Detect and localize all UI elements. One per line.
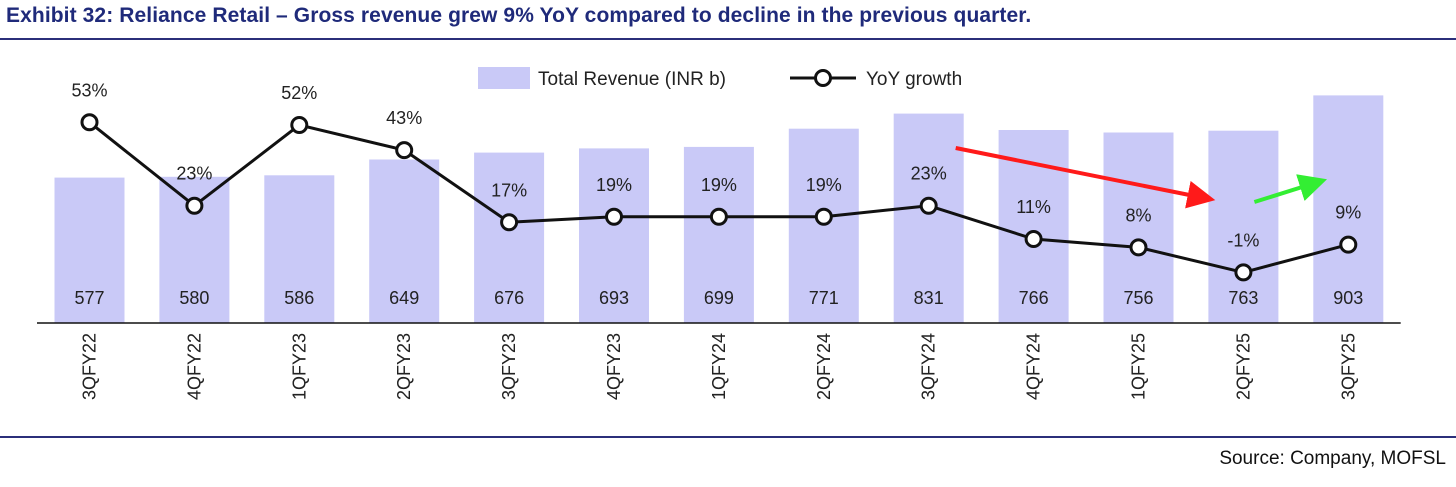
growth-point-2QFY23 xyxy=(395,141,414,160)
x-tick-1QFY24: 1QFY24 xyxy=(709,333,729,400)
growth-point-2QFY24 xyxy=(814,207,833,226)
bar-label-2QFY23: 649 xyxy=(389,288,419,308)
x-tick-1QFY23: 1QFY23 xyxy=(289,333,309,400)
bar-label-2QFY24: 771 xyxy=(809,288,839,308)
growth-point-4QFY22 xyxy=(185,196,204,215)
legend-label-revenue: Total Revenue (INR b) xyxy=(538,69,726,90)
x-tick-3QFY25: 3QFY25 xyxy=(1338,333,1358,400)
bar-label-1QFY25: 756 xyxy=(1123,288,1153,308)
revenue-growth-chart: Total Revenue (INR b) YoY growth 577 580 5… xyxy=(37,67,1401,400)
growth-point-1QFY25 xyxy=(1129,238,1148,257)
growth-label-4QFY23: 19% xyxy=(596,175,632,195)
bar-3QFY24 xyxy=(893,113,964,323)
growth-point-1QFY24 xyxy=(709,207,728,226)
bars-layer xyxy=(54,95,1384,324)
bar-label-3QFY25: 903 xyxy=(1333,288,1363,308)
bar-labels-layer: 577 580 586 649 676 693 699 771 831 766 756 763 903 xyxy=(74,288,1363,308)
page-title: Exhibit 32: Reliance Retail – Gross reve… xyxy=(6,4,1032,27)
growth-point-4QFY24 xyxy=(1024,230,1043,248)
growth-label-1QFY25: 8% xyxy=(1125,205,1151,225)
bar-label-4QFY23: 693 xyxy=(599,288,629,308)
bar-label-3QFY22: 577 xyxy=(74,288,104,308)
bar-label-3QFY24: 831 xyxy=(914,288,944,308)
x-tick-4QFY22: 4QFY22 xyxy=(184,333,204,400)
bar-label-4QFY24: 766 xyxy=(1019,288,1049,308)
bar-label-3QFY23: 676 xyxy=(494,288,524,308)
legend-swatch-growth-marker xyxy=(814,69,832,87)
growth-point-4QFY23 xyxy=(605,207,623,226)
growth-point-3QFY22 xyxy=(80,113,99,132)
x-tick-4QFY23: 4QFY23 xyxy=(604,333,624,400)
growth-label-3QFY23: 17% xyxy=(491,180,527,200)
growth-point-3QFY23 xyxy=(500,213,519,232)
legend-label-growth: YoY growth xyxy=(866,69,962,90)
bar-3QFY23 xyxy=(474,152,545,323)
trend-arrows xyxy=(955,146,1328,209)
growth-label-3QFY22: 53% xyxy=(71,80,107,100)
growth-label-3QFY25: 9% xyxy=(1335,203,1361,223)
bar-label-4QFY22: 580 xyxy=(179,288,209,308)
growth-point-3QFY25 xyxy=(1339,235,1358,254)
x-tick-4QFY24: 4QFY24 xyxy=(1024,333,1044,400)
red-decline-arrow xyxy=(955,146,1216,209)
x-tick-2QFY25: 2QFY25 xyxy=(1233,333,1253,400)
growth-label-2QFY24: 19% xyxy=(806,175,842,195)
growth-label-4QFY24: 11% xyxy=(1016,197,1051,217)
green-recovery-arrow xyxy=(1253,174,1328,204)
bar-label-1QFY24: 699 xyxy=(704,288,734,308)
legend: Total Revenue (INR b) YoY growth xyxy=(478,67,962,90)
bar-3QFY22 xyxy=(54,177,125,323)
growth-label-4QFY22: 23% xyxy=(176,164,212,184)
growth-label-2QFY23: 43% xyxy=(386,108,422,128)
bar-1QFY25 xyxy=(1103,132,1174,323)
source-note: Source: Company, MOFSL xyxy=(1219,448,1446,469)
growth-points-layer xyxy=(80,113,1358,282)
x-tick-3QFY23: 3QFY23 xyxy=(499,333,519,400)
bar-2QFY25 xyxy=(1208,130,1279,323)
growth-label-3QFY24: 23% xyxy=(911,164,947,184)
growth-point-1QFY23 xyxy=(290,116,309,134)
title-divider xyxy=(0,38,1456,40)
x-tick-2QFY24: 2QFY24 xyxy=(814,333,834,400)
growth-point-3QFY24 xyxy=(919,196,938,215)
growth-label-1QFY23: 52% xyxy=(281,83,317,103)
legend-swatch-revenue xyxy=(478,67,530,89)
bar-1QFY23 xyxy=(264,175,335,323)
bar-2QFY24 xyxy=(788,128,859,323)
footer-divider xyxy=(0,436,1456,438)
x-tick-1QFY25: 1QFY25 xyxy=(1129,333,1149,400)
x-tick-3QFY24: 3QFY24 xyxy=(919,333,939,400)
x-tick-3QFY22: 3QFY22 xyxy=(80,333,100,400)
bar-4QFY23 xyxy=(579,148,649,323)
growth-labels-layer: 53% 23% 52% 43% 17% 19% 19% 19% 23% 11% 8% -1% 9% xyxy=(71,80,1361,250)
growth-label-1QFY24: 19% xyxy=(701,175,737,195)
x-tick-2QFY23: 2QFY23 xyxy=(394,333,414,400)
bar-2QFY23 xyxy=(369,159,440,323)
x-tick-labels: 3QFY22 4QFY22 1QFY23 2QFY23 3QFY23 4QFY23 1QFY… xyxy=(80,333,1359,400)
bar-1QFY24 xyxy=(683,146,754,323)
growth-label-2QFY25: -1% xyxy=(1227,230,1259,250)
bar-label-1QFY23: 586 xyxy=(284,288,314,308)
bar-label-2QFY25: 763 xyxy=(1228,288,1258,308)
bar-3QFY25 xyxy=(1313,95,1384,324)
growth-point-2QFY25 xyxy=(1234,263,1253,282)
